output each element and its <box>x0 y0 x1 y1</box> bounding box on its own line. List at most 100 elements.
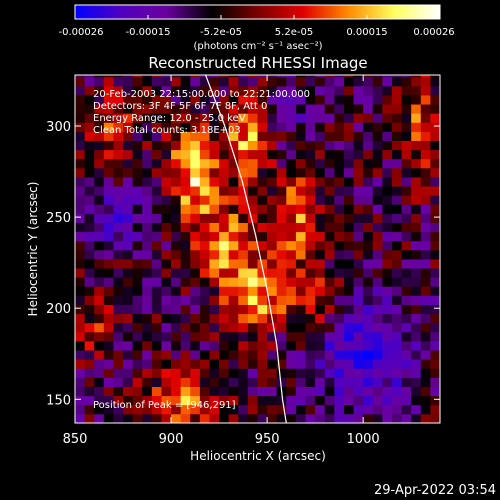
heatmap-cell <box>334 240 345 251</box>
heatmap-cell <box>84 213 95 223</box>
heatmap-cell <box>142 76 153 87</box>
heatmap-cell <box>199 231 210 242</box>
heatmap-cell <box>305 359 316 369</box>
heatmap-cell <box>247 350 258 360</box>
heatmap-cell <box>75 259 86 269</box>
heatmap-cell <box>315 404 326 415</box>
heatmap-cell <box>363 377 374 387</box>
heatmap-cell <box>171 95 182 105</box>
heatmap-cell <box>401 186 412 196</box>
heatmap-cell <box>190 350 201 360</box>
heatmap-cell <box>219 177 230 187</box>
heatmap-cell <box>391 322 402 333</box>
heatmap-cell <box>142 195 153 205</box>
heatmap-cell <box>123 140 134 151</box>
heatmap-cell <box>151 304 162 315</box>
heatmap-cell <box>238 240 249 251</box>
heatmap-cell <box>190 104 201 114</box>
heatmap-cell <box>420 313 431 324</box>
heatmap-cell <box>161 259 172 269</box>
heatmap-cell <box>343 231 354 242</box>
heatmap-cell <box>84 113 95 123</box>
heatmap-cell <box>161 413 172 423</box>
heatmap-cell <box>161 377 172 387</box>
heatmap-cell <box>420 386 431 397</box>
heatmap-cell <box>305 231 316 242</box>
heatmap-cell <box>372 104 383 114</box>
heatmap-cell <box>257 359 268 369</box>
heatmap-cell <box>324 76 335 87</box>
heatmap-cell <box>372 186 383 196</box>
heatmap-cell <box>171 213 182 223</box>
heatmap-cell <box>180 240 191 251</box>
heatmap-cell <box>353 131 364 141</box>
heatmap-cell <box>267 295 278 305</box>
heatmap-cell <box>286 113 297 123</box>
heatmap-cell <box>430 231 440 242</box>
heatmap-cell <box>84 167 95 178</box>
heatmap-cell <box>161 122 172 132</box>
heatmap-cell <box>103 404 114 415</box>
heatmap-cell <box>190 122 201 132</box>
colorbar-tick-label: -5.2e-05 <box>200 27 242 38</box>
heatmap-cell <box>286 404 297 415</box>
heatmap-cell <box>180 322 191 333</box>
heatmap-cell <box>315 213 326 223</box>
heatmap-cell <box>276 195 287 205</box>
heatmap-cell <box>219 76 230 87</box>
heatmap-cell <box>190 331 201 342</box>
colorbar-tick-label: 5.2e-05 <box>275 27 313 38</box>
heatmap-cell <box>132 140 143 151</box>
heatmap-cell <box>142 386 153 397</box>
heatmap-cell <box>142 231 153 242</box>
heatmap-cell <box>430 76 440 87</box>
heatmap-cell <box>75 75 86 78</box>
heatmap-cell <box>324 322 335 333</box>
heatmap-cell <box>334 167 345 178</box>
heatmap-cell <box>324 268 335 278</box>
heatmap-cell <box>295 149 306 160</box>
heatmap-cell <box>257 213 268 223</box>
heatmap-cell <box>94 222 105 233</box>
heatmap-cell <box>363 249 374 260</box>
heatmap-cell <box>132 377 143 387</box>
heatmap-cell <box>411 213 422 223</box>
heatmap-cell <box>247 140 258 151</box>
heatmap-cell <box>276 140 287 151</box>
heatmap-cell <box>411 167 422 178</box>
heatmap-cell <box>238 286 249 296</box>
heatmap-cell <box>334 131 345 141</box>
heatmap-cell <box>103 158 114 169</box>
heatmap-cell <box>113 377 124 387</box>
heatmap-cell <box>267 222 278 233</box>
heatmap-cell <box>209 277 220 287</box>
heatmap-cell <box>123 377 134 387</box>
heatmap-cell <box>286 231 297 242</box>
heatmap-cell <box>94 259 105 269</box>
y-tick-label: 250 <box>46 211 71 226</box>
heatmap-cell <box>391 104 402 114</box>
heatmap-cell <box>113 222 124 233</box>
heatmap-cell <box>286 268 297 278</box>
heatmap-cell <box>411 404 422 415</box>
heatmap-cell <box>113 386 124 397</box>
heatmap-cell <box>171 167 182 178</box>
heatmap-cell <box>343 295 354 305</box>
heatmap-cell <box>238 350 249 360</box>
heatmap-cell <box>238 231 249 242</box>
heatmap-cell <box>94 404 105 415</box>
heatmap-cell <box>247 167 258 178</box>
heatmap-cell <box>401 222 412 233</box>
heatmap-cell <box>363 95 374 105</box>
heatmap-cell <box>430 331 440 342</box>
heatmap-cell <box>382 149 393 160</box>
heatmap-cell <box>247 377 258 387</box>
heatmap-cell <box>75 350 86 360</box>
heatmap-cell <box>142 322 153 333</box>
heatmap-cell <box>276 350 287 360</box>
heatmap-cell <box>171 413 182 423</box>
heatmap-cell <box>343 259 354 269</box>
heatmap-cell <box>142 167 153 178</box>
heatmap-cell <box>84 231 95 242</box>
heatmap-cell <box>401 76 412 87</box>
